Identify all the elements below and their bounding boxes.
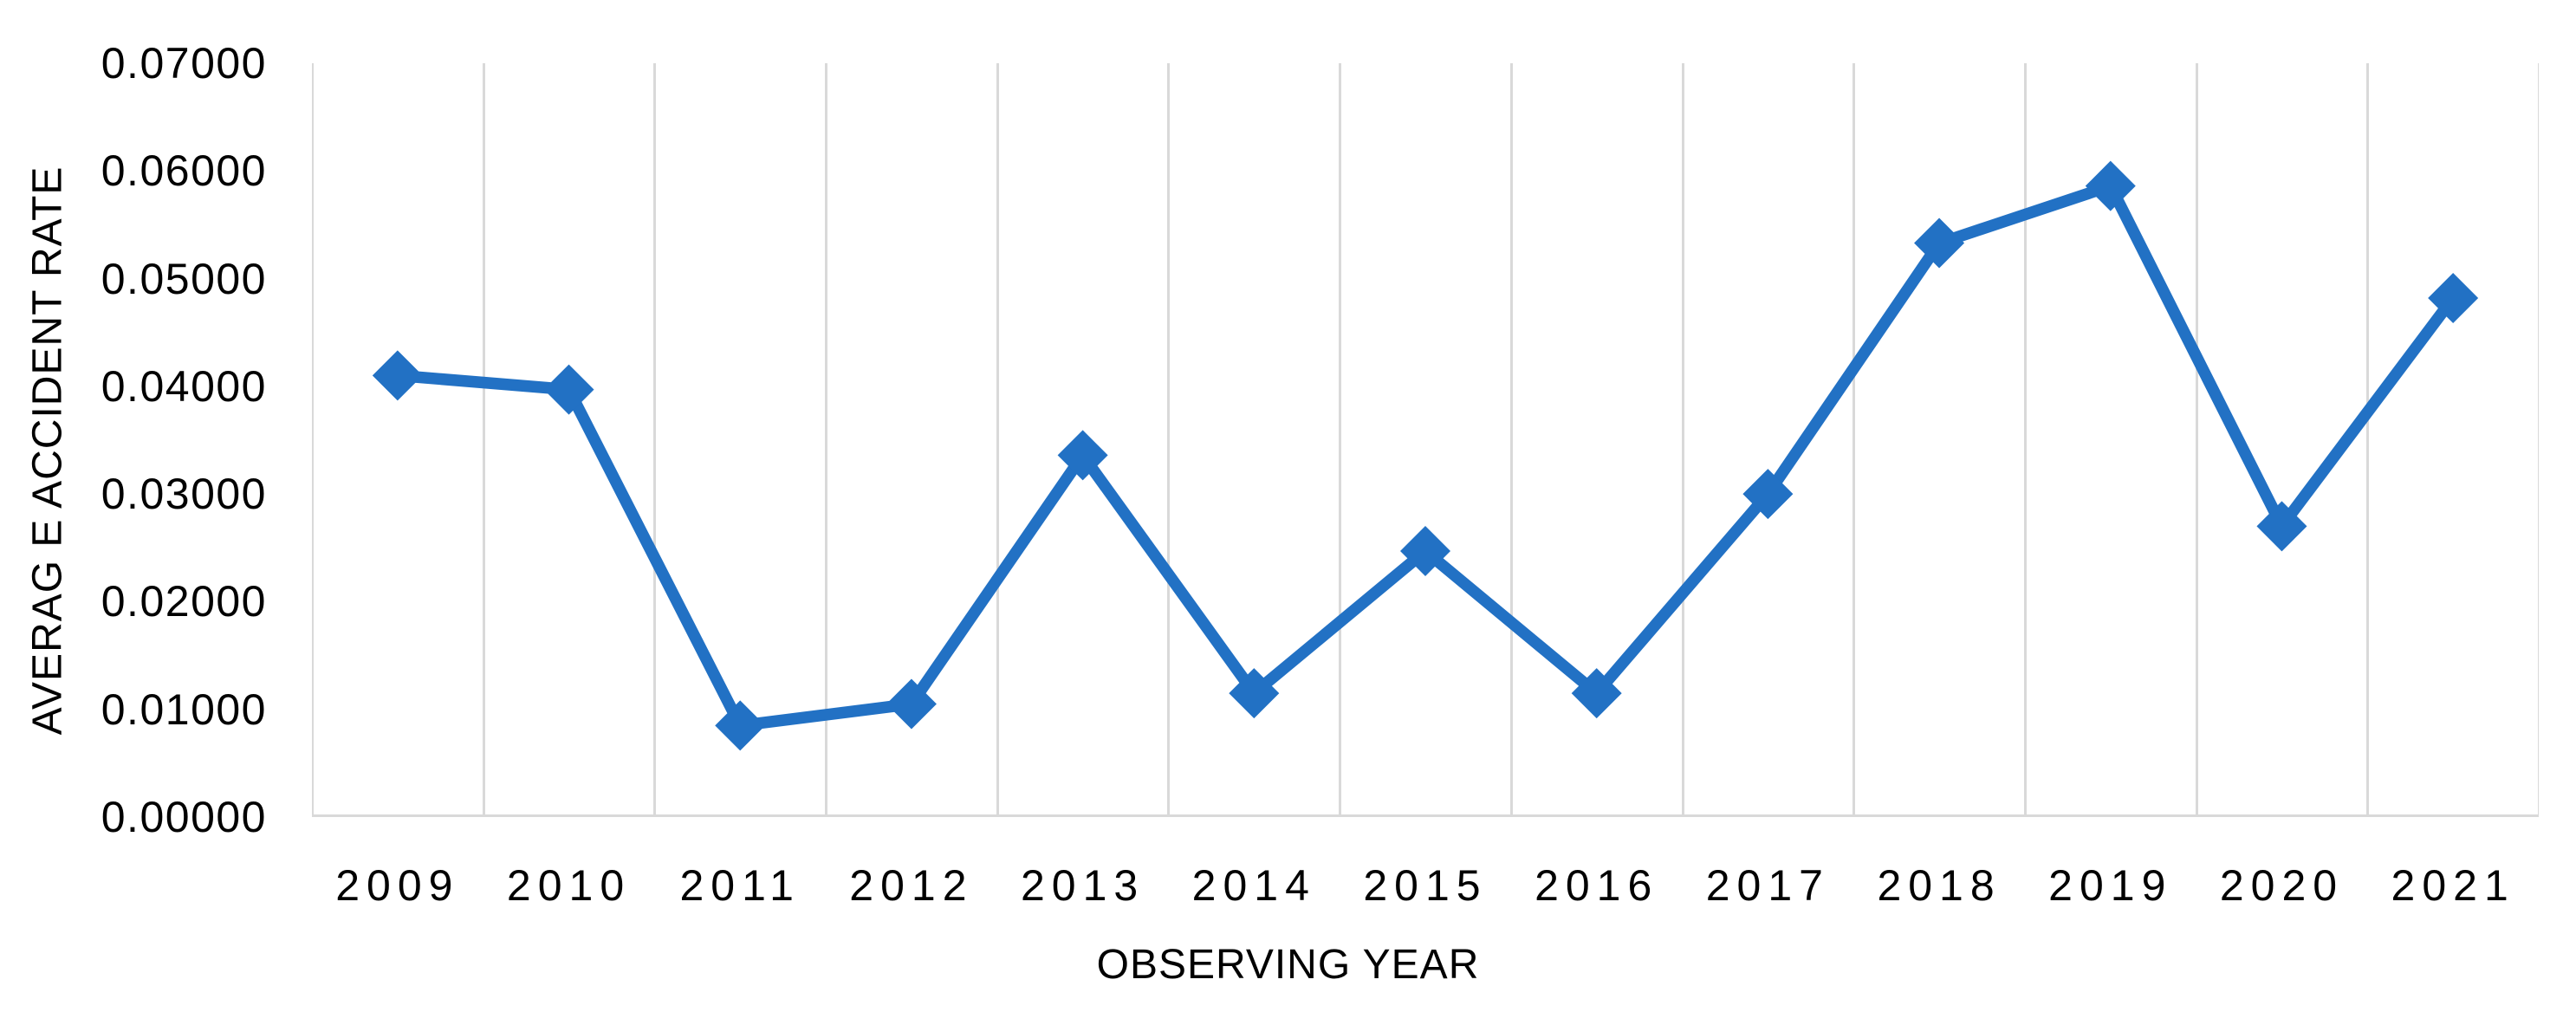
data-point-marker xyxy=(715,700,766,751)
x-tick-label: 2020 xyxy=(2219,861,2345,910)
x-tick-label: 2019 xyxy=(2048,861,2173,910)
y-tick-label: 0.05000 xyxy=(101,254,267,303)
data-point-marker xyxy=(2256,501,2307,552)
x-tick-label: 2011 xyxy=(679,861,801,910)
x-tick-label: 2015 xyxy=(1363,861,1488,910)
x-tick-label: 2013 xyxy=(1020,861,1145,910)
y-tick-label: 0.00000 xyxy=(101,793,267,841)
x-tick-label: 2009 xyxy=(335,861,460,910)
data-point-marker xyxy=(1229,668,1280,719)
x-tick-label: 2010 xyxy=(506,861,632,910)
x-tick-label: 2016 xyxy=(1535,861,1659,910)
y-tick-label: 0.03000 xyxy=(101,470,267,519)
y-tick-label: 0.06000 xyxy=(101,146,267,196)
data-point-marker xyxy=(886,678,937,730)
y-tick-label: 0.02000 xyxy=(101,577,267,626)
data-point-marker xyxy=(1742,469,1794,520)
data-point-marker xyxy=(1057,430,1108,481)
series-line xyxy=(392,179,2459,732)
plot-area xyxy=(312,63,2539,817)
x-tick-label: 2014 xyxy=(1191,861,1316,910)
data-point-marker xyxy=(1571,668,1622,719)
x-tick-label: 2021 xyxy=(2391,861,2515,910)
data-point-marker xyxy=(2085,160,2136,211)
y-tick-label: 0.04000 xyxy=(101,361,267,411)
x-tick-label: 2018 xyxy=(1877,861,2002,910)
x-tick-label: 2012 xyxy=(849,861,974,910)
data-point-marker xyxy=(372,350,423,401)
x-tick-label: 2017 xyxy=(1705,861,1830,910)
y-tick-label: 0.07000 xyxy=(101,39,267,88)
data-point-marker xyxy=(2428,272,2479,323)
y-tick-label: 0.01000 xyxy=(101,684,267,734)
x-axis-title: OBSERVING YEAR xyxy=(1096,942,1480,988)
data-point-marker xyxy=(543,364,594,415)
y-axis-title: AVERAG E ACCIDENT RATE xyxy=(24,165,71,736)
data-point-marker xyxy=(1400,526,1450,577)
